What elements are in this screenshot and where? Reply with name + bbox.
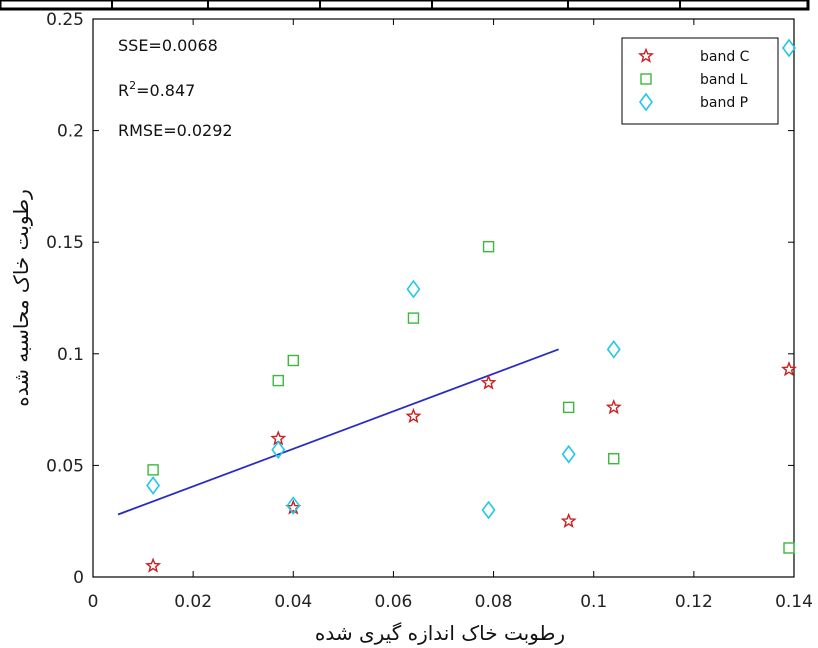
band-p-point: [286, 496, 301, 515]
fit-line: [117, 348, 559, 516]
band-l-point: [287, 354, 299, 367]
y-tick-label: 0.15: [46, 233, 84, 253]
x-tick-label: 0.08: [475, 592, 513, 612]
x-tick-label: 0.12: [675, 592, 713, 612]
r2-value: =0.847: [136, 81, 195, 100]
y-tick-label: 0.25: [46, 10, 84, 30]
legend-marker-band-p: [639, 92, 653, 112]
band-c-point: [480, 374, 497, 390]
band-p-point: [271, 440, 286, 460]
band-c-point: [145, 557, 162, 573]
x-axis-label: رطوبت خاک اندازه گیری شده: [315, 621, 565, 645]
r2-superscript: 2: [129, 79, 136, 92]
band-c-point: [405, 407, 422, 424]
x-tick-label: 0.06: [374, 592, 412, 612]
band-p-point: [606, 340, 621, 359]
band-p-point: [781, 38, 796, 58]
band-p-point: [406, 279, 421, 299]
y-tick-labels: 0 0.05 0.1 0.15 0.2 0.25: [46, 10, 84, 588]
band-p-point: [481, 500, 496, 520]
band-l-point: [482, 240, 495, 253]
band-c-point: [285, 499, 302, 515]
band-l-point: [608, 453, 620, 465]
x-tick-label: 0.14: [775, 592, 813, 612]
r2-prefix: R: [118, 81, 129, 100]
r2-annotation: R2=0.847: [118, 79, 195, 100]
band-p-point: [561, 444, 576, 464]
legend-label-band-c: band C: [700, 49, 750, 65]
band-l-point: [272, 374, 284, 387]
y-tick-label: 0: [73, 568, 84, 588]
legend-label-band-l: band L: [700, 72, 748, 88]
band-c-point: [605, 398, 622, 415]
data-points: [145, 38, 798, 573]
legend-marker-band-l: [640, 73, 652, 85]
y-tick-label: 0.2: [57, 122, 84, 142]
y-axis-label: رطوبت خاک محاسبه شده: [9, 189, 33, 407]
x-tick-label: 0.1: [580, 592, 607, 612]
band-c-point: [560, 512, 577, 529]
band-l-point: [562, 401, 575, 414]
x-tick-labels: 0 0.02 0.04 0.06 0.08 0.1 0.12 0.14: [88, 592, 813, 612]
legend: band C band L band P: [621, 37, 779, 125]
y-tick-label: 0.05: [46, 456, 84, 476]
fit-line-group: [117, 348, 559, 516]
band-l-point: [407, 312, 420, 324]
legend-marker-band-c: [637, 47, 655, 63]
y-tick-label: 0.1: [57, 345, 84, 365]
legend-box: [621, 37, 779, 125]
rmse-annotation: RMSE=0.0292: [118, 121, 233, 140]
legend-label-band-p: band P: [700, 95, 748, 111]
cropped-table-fragment: [0, 0, 810, 11]
band-l-point: [147, 464, 159, 476]
x-tick-label: 0.04: [274, 592, 312, 612]
axis-ticks: [92, 18, 795, 578]
legend-items: band C band L band P: [637, 47, 750, 112]
band-p-point: [146, 476, 161, 495]
sse-annotation: SSE=0.0068: [118, 36, 218, 55]
x-tick-label: 0: [88, 592, 99, 612]
x-tick-label: 0.02: [174, 592, 212, 612]
band-l-point: [783, 542, 795, 554]
band-c-point: [780, 360, 798, 377]
